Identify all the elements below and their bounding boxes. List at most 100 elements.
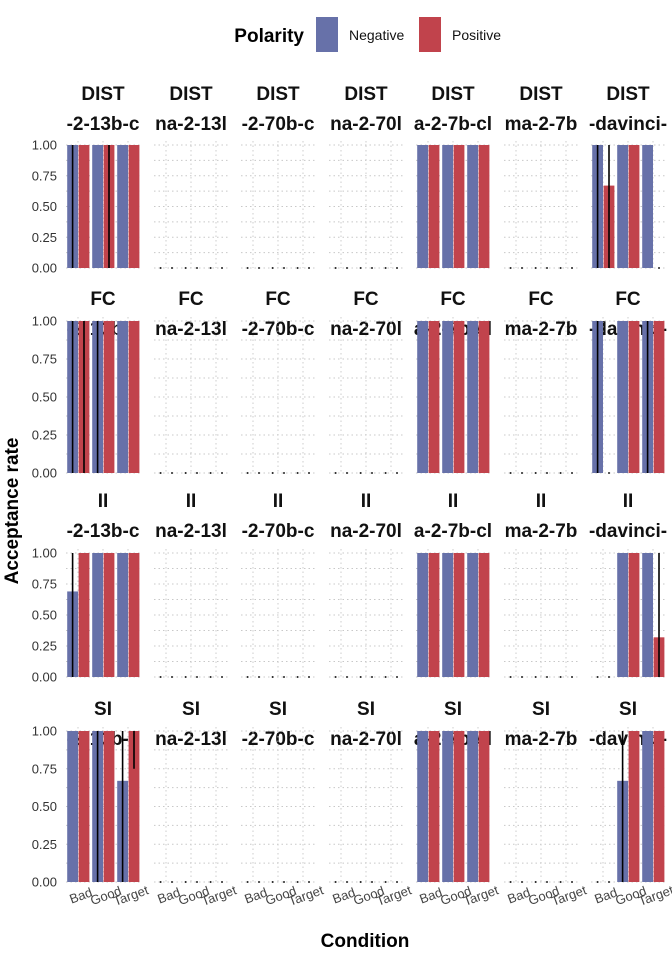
y-tick-label: 0.75: [32, 761, 57, 776]
bar-negative-target: [117, 145, 128, 268]
strip-model-label: -2-13b-c: [67, 114, 140, 135]
panel-fc-1: FC na-2-13l: [154, 289, 228, 474]
panel-dist-4: DIST a-2-7b-cl: [414, 84, 492, 269]
y-tick-label: 1.00: [32, 546, 57, 561]
strip-row-label: II: [448, 491, 459, 512]
panel-ii-1: II na-2-13l: [154, 491, 228, 678]
strip-row-label: II: [536, 491, 547, 512]
panel-fc-5: FC ma-2-7b: [504, 289, 578, 474]
strip-model-label: na-2-70l: [330, 729, 402, 750]
bar-positive-bad: [78, 145, 90, 268]
strip-model-label: a-2-7b-cl: [414, 114, 492, 135]
bar-negative-bad: [417, 553, 428, 677]
y-tick-label: 0.00: [32, 670, 57, 685]
strip-model-label: na-2-13l: [155, 319, 227, 340]
bar-negative-good: [442, 321, 453, 473]
y-tick-label: 0.00: [32, 261, 57, 276]
bar-negative-good: [617, 553, 628, 677]
strip-model-label: -davinci-: [589, 521, 667, 542]
y-tick-label: 0.50: [32, 390, 57, 405]
bar-negative-bad: [417, 321, 428, 473]
strip-row-label: SI: [182, 699, 200, 720]
x-tick-label: Bad: [242, 885, 269, 907]
bar-positive-target: [128, 553, 140, 677]
strip-model-label: a-2-7b-cl: [414, 521, 492, 542]
legend-swatch-positive: [419, 17, 441, 52]
bar-positive-good: [628, 145, 640, 268]
strip-row-label: DIST: [256, 84, 300, 105]
legend-label-negative: Negative: [349, 27, 404, 43]
bar-positive-good: [103, 321, 115, 473]
panel-ii-0: II -2-13b-c: [66, 491, 140, 678]
strip-model-label: ma-2-7b: [505, 521, 578, 542]
y-tick-label: 0.75: [32, 352, 57, 367]
strip-row-label: II: [186, 491, 197, 512]
bar-negative-good: [92, 145, 103, 268]
bar-positive-good: [453, 731, 465, 882]
bar-positive-good: [628, 731, 640, 882]
y-tick-label: 0.75: [32, 577, 57, 592]
bar-negative-target: [467, 321, 478, 473]
strip-row-label: II: [623, 491, 634, 512]
bar-positive-target: [128, 145, 140, 268]
bar-positive-target: [478, 145, 490, 268]
bar-negative-good: [442, 731, 453, 882]
bar-positive-good: [453, 321, 465, 473]
strip-row-label: DIST: [606, 84, 650, 105]
bar-negative-target: [467, 731, 478, 882]
y-tick-label: 0.25: [32, 428, 57, 443]
y-tick-label: 0.50: [32, 799, 57, 814]
y-tick-label: 0.50: [32, 608, 57, 623]
x-tick-label: Bad: [592, 885, 619, 907]
strip-row-label: II: [361, 491, 372, 512]
strip-model-label: ma-2-7b: [505, 319, 578, 340]
bar-positive-good: [103, 731, 115, 882]
strip-row-label: SI: [269, 699, 287, 720]
bar-negative-bad: [67, 731, 78, 882]
bar-negative-target: [642, 553, 653, 677]
strip-row-label: SI: [94, 699, 112, 720]
bar-negative-target: [642, 145, 653, 268]
panel-fc-4: FCa-2-7b-cl: [414, 289, 492, 474]
panel-ii-2: II -2-70b-c: [241, 491, 315, 678]
legend-label-positive: Positive: [452, 27, 501, 43]
strip-model-label: -2-70b-c: [242, 114, 315, 135]
bar-positive-bad: [78, 553, 90, 677]
x-axis-title: Condition: [321, 931, 410, 952]
strip-model-label: -2-70b-c: [242, 521, 315, 542]
bar-positive-target: [653, 321, 665, 473]
y-tick-label: 1.00: [32, 138, 57, 153]
bar-negative-good: [617, 145, 628, 268]
y-tick-label: 0.75: [32, 168, 57, 183]
strip-row-label: II: [273, 491, 284, 512]
panel-fc-3: FC na-2-70l: [329, 289, 403, 474]
bar-positive-target: [478, 321, 490, 473]
panel-ii-3: II na-2-70l: [329, 491, 403, 678]
x-tick-label: Bad: [417, 885, 444, 907]
bar-negative-target: [117, 321, 128, 473]
y-tick-label: 0.50: [32, 199, 57, 214]
panel-fc-2: FC -2-70b-c: [241, 289, 315, 474]
legend: Polarity Negative Positive: [234, 17, 501, 52]
panel-si-4: SIa-2-7b-clBadGoodTarget: [414, 699, 501, 909]
bar-positive-bad: [428, 731, 440, 882]
strip-row-label: SI: [619, 699, 637, 720]
strip-row-label: FC: [528, 289, 554, 310]
panel-dist-2: DIST -2-70b-c: [241, 84, 315, 269]
strip-model-label: ma-2-7b: [505, 729, 578, 750]
y-tick-label: 0.25: [32, 639, 57, 654]
strip-row-label: DIST: [81, 84, 125, 105]
strip-row-label: SI: [532, 699, 550, 720]
bar-negative-target: [467, 145, 478, 268]
legend-title: Polarity: [234, 26, 304, 47]
panel-dist-3: DIST na-2-70l: [329, 84, 403, 269]
bar-positive-bad: [428, 145, 440, 268]
strip-model-label: -2-70b-c: [242, 319, 315, 340]
y-tick-label: 1.00: [32, 724, 57, 739]
strip-row-label: FC: [178, 289, 204, 310]
x-tick-label: Bad: [67, 885, 94, 907]
bar-negative-good: [442, 553, 453, 677]
